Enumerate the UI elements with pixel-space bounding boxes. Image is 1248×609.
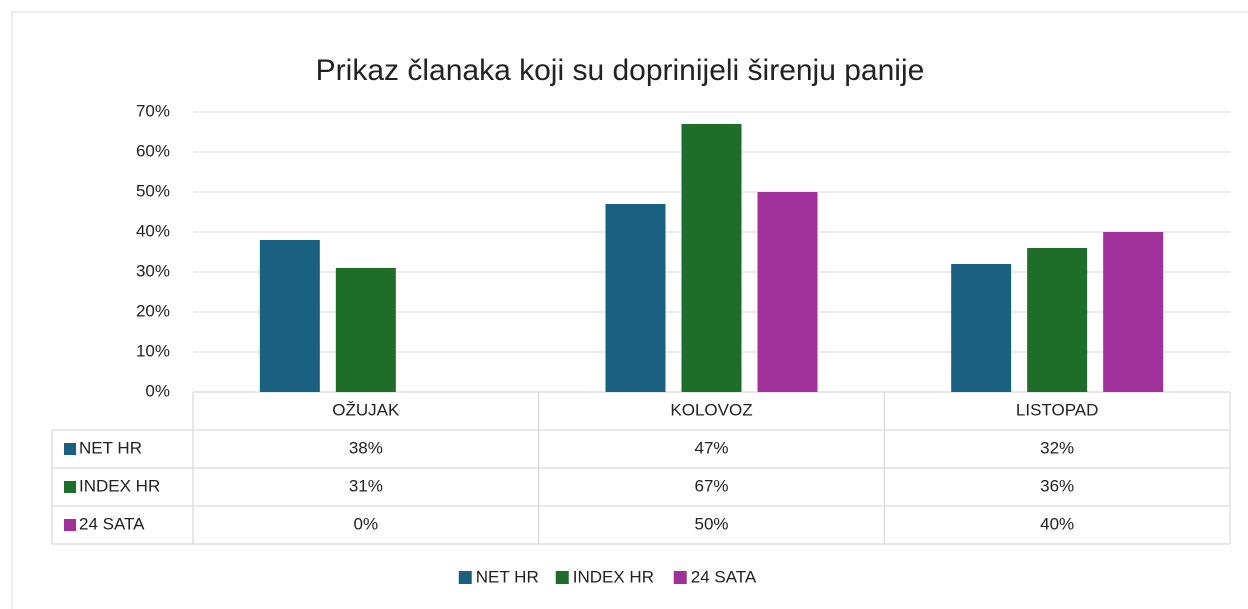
y-tick-label: 60% [136, 141, 170, 160]
y-tick-label: 70% [136, 101, 170, 120]
data-label: 67% [694, 476, 728, 495]
x-tick-label: KOLOVOZ [670, 400, 752, 419]
bar [1103, 232, 1164, 392]
legend-label: NET HR [476, 567, 539, 586]
legend-key [458, 571, 472, 584]
row-label: INDEX HR [79, 476, 160, 495]
bar [1027, 248, 1088, 392]
bar [259, 240, 320, 392]
legend-key [64, 519, 76, 531]
chart-title: Prikaz članaka koji su doprinijeli širen… [316, 54, 925, 87]
y-tick-label: 40% [136, 221, 170, 240]
legend-key [64, 481, 76, 493]
data-label: 32% [1040, 438, 1074, 457]
x-tick-label: LISTOPAD [1016, 400, 1099, 419]
legend-label: INDEX HR [573, 567, 654, 586]
y-tick-label: 0% [145, 381, 170, 400]
legend-key [555, 571, 569, 584]
y-tick-label: 50% [136, 181, 170, 200]
data-label: 50% [694, 514, 728, 533]
bar [335, 268, 396, 392]
legend-key [673, 571, 687, 584]
bar [757, 192, 818, 392]
data-label: 38% [349, 438, 383, 457]
data-label: 0% [354, 514, 379, 533]
data-label: 40% [1040, 514, 1074, 533]
data-label: 47% [694, 438, 728, 457]
bar [605, 204, 666, 392]
x-tick-label: OŽUJAK [332, 400, 400, 419]
row-label: 24 SATA [79, 514, 145, 533]
legend-key [64, 443, 76, 455]
row-label: NET HR [79, 438, 142, 457]
bar [951, 264, 1012, 392]
bar [681, 124, 742, 392]
data-label: 36% [1040, 476, 1074, 495]
legend-label: 24 SATA [691, 567, 757, 586]
data-label: 31% [349, 476, 383, 495]
y-tick-label: 30% [136, 261, 170, 280]
y-tick-label: 10% [136, 341, 170, 360]
y-tick-label: 20% [136, 301, 170, 320]
